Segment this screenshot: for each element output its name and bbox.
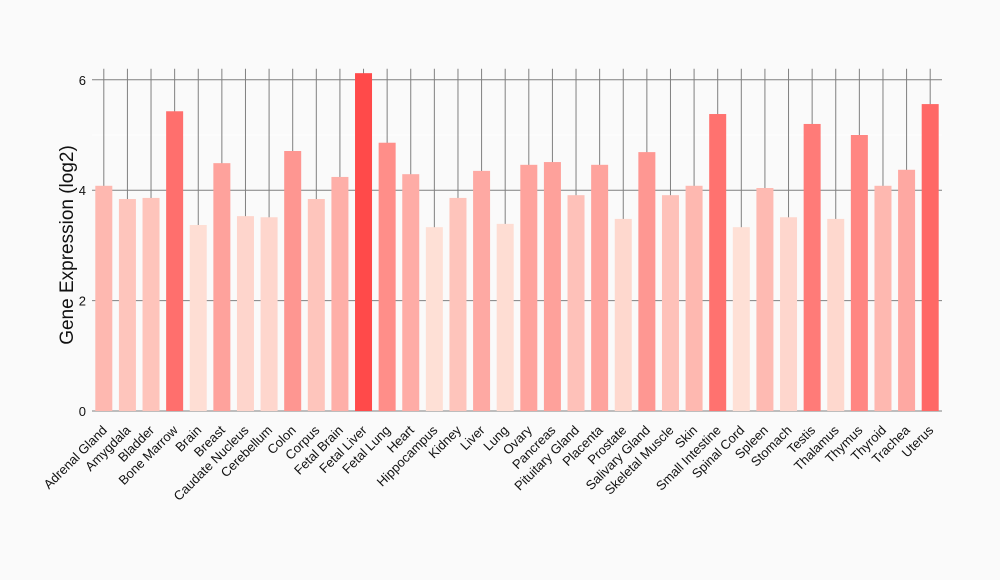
bar-uterus [921, 104, 939, 411]
y-tick-label: 0 [79, 404, 86, 419]
bar-bone-marrow [166, 111, 184, 411]
bar-brain [189, 224, 207, 411]
bar-cerebellum [260, 217, 278, 411]
y-axis-label: Gene Expression (log2) [57, 145, 78, 345]
y-tick-label: 6 [79, 73, 86, 88]
bar-ovary [520, 164, 538, 411]
bar-thalamus [827, 218, 845, 411]
bar-lung [496, 223, 514, 411]
bar-skin [685, 185, 703, 411]
bar-amygdala [118, 199, 136, 411]
bar-pituitary-gland [567, 195, 585, 411]
bar-thyroid [874, 185, 892, 411]
bar-spleen [756, 187, 774, 411]
bar-pancreas [543, 162, 561, 411]
bar-hippocampus [425, 227, 443, 411]
bar-breast [213, 163, 231, 411]
bar-fetal-liver [355, 73, 373, 412]
y-tick-label: 4 [79, 183, 86, 198]
bar-trachea [898, 169, 916, 411]
bar-spinal-cord [732, 227, 750, 411]
x-tick-label: Liver [457, 422, 488, 453]
bar-colon [284, 151, 302, 411]
bar-small-intestine [709, 114, 727, 412]
bars [95, 73, 939, 412]
bar-fetal-brain [331, 176, 349, 411]
bar-adrenal-gland [95, 185, 113, 411]
y-axis-ticks: 0 2 4 6 [79, 73, 86, 419]
bar-prostate [614, 218, 632, 411]
bar-thymus [850, 135, 868, 411]
bar-liver [473, 170, 491, 411]
bar-corpus [307, 199, 325, 411]
bar-salivary-gland [638, 152, 656, 411]
bar-placenta [591, 164, 609, 411]
y-tick-label: 2 [79, 294, 86, 309]
bar-caudate-nucleus [236, 216, 254, 411]
bar-testis [803, 123, 821, 412]
bar-heart [402, 174, 420, 411]
bar-bladder [142, 197, 160, 411]
bar-kidney [449, 197, 467, 411]
bar-stomach [780, 217, 798, 411]
bar-skeletal-muscle [661, 195, 679, 411]
bar-fetal-lung [378, 142, 396, 411]
